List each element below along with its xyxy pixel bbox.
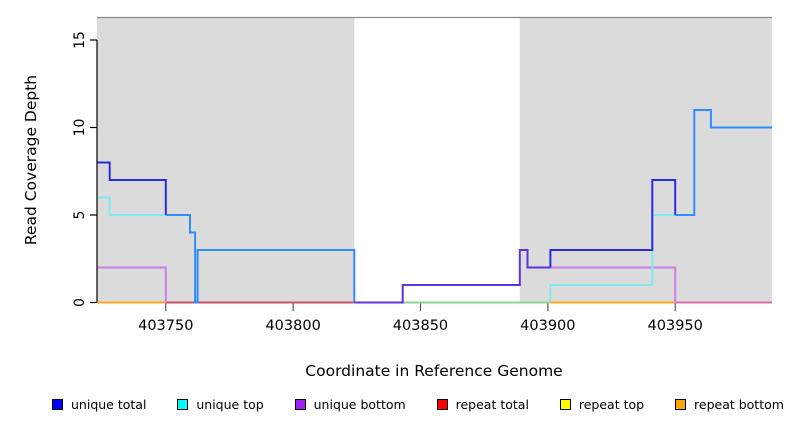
legend-label: repeat total [455, 397, 529, 412]
legend-label: unique top [196, 397, 264, 412]
legend-swatch-repeat-top [559, 399, 571, 410]
unique-total-left2 [165, 214, 356, 304]
legend-item-repeat-top: repeat top [559, 397, 645, 412]
x-tick-label: 403800 [265, 318, 320, 334]
unique-total-left [97, 161, 167, 215]
shaded-region [97, 17, 355, 303]
y-tick-label: 15 [72, 31, 88, 49]
unique-top-left [97, 196, 166, 216]
unique-total-right2 [675, 109, 772, 216]
coverage-lines [97, 109, 772, 304]
y-tick-label: 0 [72, 298, 88, 307]
y-axis-title: Read Coverage Depth [22, 75, 40, 245]
legend-label: unique bottom [313, 397, 406, 412]
x-axis-title: Coordinate in Reference Genome [305, 362, 562, 380]
unique-total-right [549, 179, 677, 268]
legend-item-unique-bottom: unique bottom [294, 397, 406, 412]
legend-swatch-repeat-bottom [675, 399, 687, 410]
y-tick-label: 10 [72, 119, 88, 137]
legend-label: unique total [71, 397, 147, 412]
legend-item-repeat-bottom: repeat bottom [675, 397, 784, 412]
legend-item-unique-total: unique total [52, 397, 146, 412]
x-tick-label: 403900 [520, 318, 575, 334]
axes: 0 5 10 15 403750 403800 403850 403900 403950 [72, 31, 703, 334]
legend-item-repeat-total: repeat total [436, 397, 529, 412]
plot-background [97, 16, 772, 303]
x-tick-label: 403750 [138, 318, 193, 334]
unique-total-mid [354, 249, 551, 304]
legend-item-unique-top: unique top [177, 397, 264, 412]
x-tick-label: 403950 [648, 318, 703, 334]
unique-bottom-left [97, 266, 167, 303]
legend-label: repeat bottom [694, 397, 784, 412]
x-tick-label: 403850 [393, 318, 448, 334]
legend-swatch-unique-bottom [294, 399, 306, 410]
legend-swatch-unique-top [177, 399, 189, 410]
shaded-region [519, 17, 772, 303]
y-tick-label: 5 [72, 211, 88, 220]
legend-swatch-repeat-total [436, 399, 448, 410]
legend: unique total unique top unique bottom re… [0, 397, 792, 412]
legend-label: repeat top [578, 397, 645, 412]
unique-top-right [549, 214, 695, 303]
legend-swatch-unique-total [52, 399, 63, 410]
unique-bottom-right [550, 266, 677, 303]
